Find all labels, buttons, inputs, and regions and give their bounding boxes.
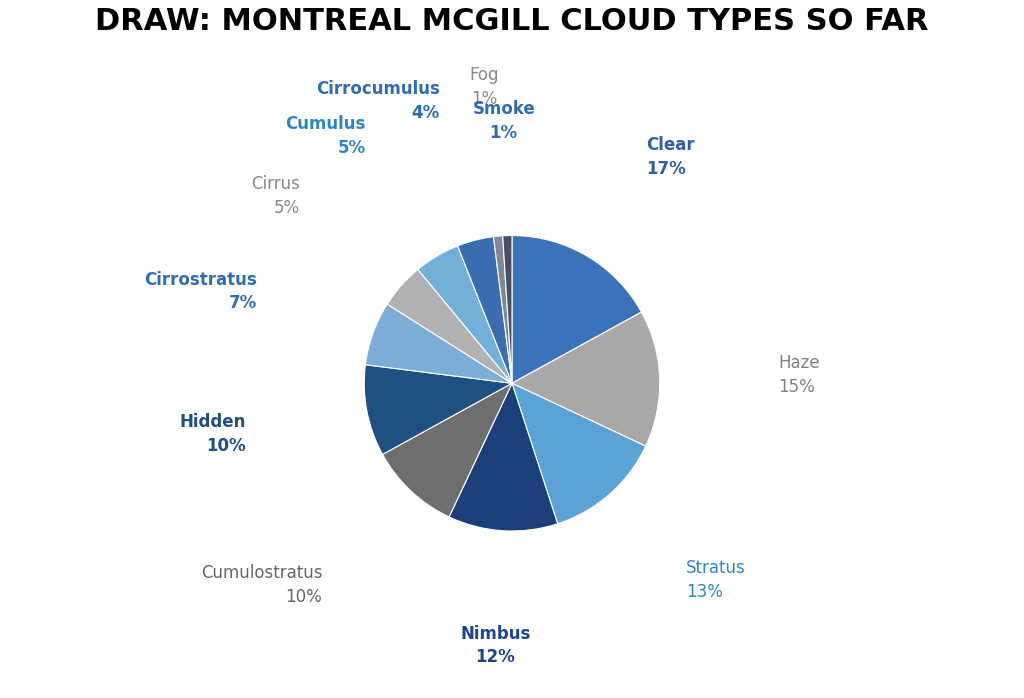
Wedge shape	[512, 235, 641, 383]
Wedge shape	[387, 269, 512, 383]
Wedge shape	[450, 383, 558, 531]
Wedge shape	[458, 237, 512, 383]
Wedge shape	[503, 235, 512, 383]
Text: Hidden
10%: Hidden 10%	[179, 413, 246, 455]
Wedge shape	[512, 383, 646, 524]
Wedge shape	[418, 246, 512, 383]
Text: Haze
15%: Haze 15%	[778, 354, 820, 396]
Wedge shape	[365, 365, 512, 454]
Text: Stratus
13%: Stratus 13%	[686, 560, 745, 601]
Text: Cirrus
5%: Cirrus 5%	[251, 175, 300, 217]
Text: Smoke
1%: Smoke 1%	[472, 100, 536, 142]
Text: Clear
17%: Clear 17%	[646, 136, 694, 178]
Text: Nimbus
12%: Nimbus 12%	[461, 625, 530, 666]
Text: Cirrocumulus
4%: Cirrocumulus 4%	[315, 80, 439, 122]
Text: Cumulus
5%: Cumulus 5%	[286, 115, 366, 157]
Wedge shape	[494, 236, 512, 383]
Text: Fog
1%: Fog 1%	[469, 66, 499, 108]
Wedge shape	[366, 304, 512, 383]
Title: DRAW: MONTREAL MCGILL CLOUD TYPES SO FAR: DRAW: MONTREAL MCGILL CLOUD TYPES SO FAR	[95, 7, 929, 36]
Text: Cumulostratus
10%: Cumulostratus 10%	[201, 565, 323, 606]
Wedge shape	[383, 383, 512, 517]
Text: Cirrostratus
7%: Cirrostratus 7%	[144, 271, 257, 312]
Wedge shape	[512, 312, 659, 446]
